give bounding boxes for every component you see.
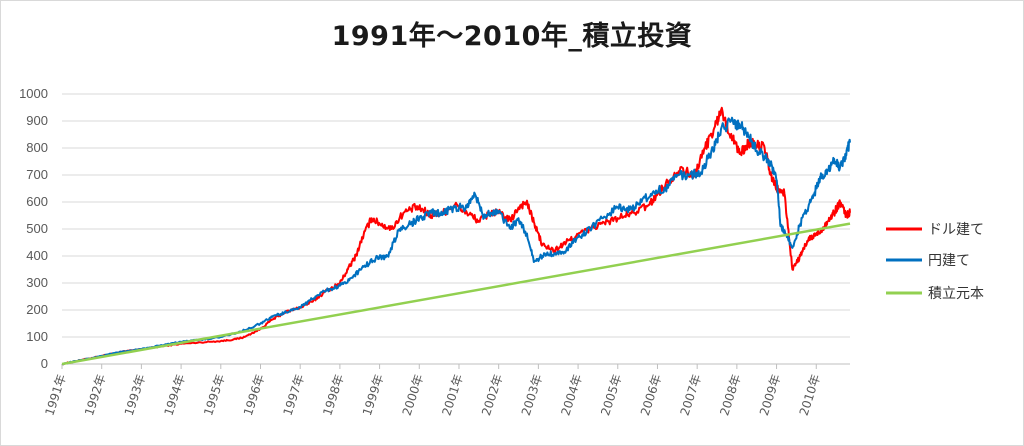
x-tick-label: 2008年 [717,373,743,418]
x-tick-label: 2000年 [400,373,426,418]
y-axis-ticks: 0 100 200 300 400 500 600 700 800 900 1000 [19,86,48,371]
x-tick-label: 2001年 [439,373,465,418]
y-tick-label: 200 [26,302,48,317]
series-line-1 [61,116,851,366]
x-tick-label: 2006年 [638,373,664,418]
series-line-2 [61,222,851,366]
x-tick-label: 1994年 [161,373,187,418]
y-tick-label: 900 [26,113,48,128]
x-tick-label: 2010年 [797,373,823,418]
x-tick-label: 1992年 [82,373,108,418]
x-tick-label: 2009年 [757,373,783,418]
x-tick-label: 2003年 [519,373,545,418]
legend-label-1: 円建て [928,253,970,269]
y-tick-label: 100 [26,329,48,344]
x-tick-label: 1999年 [360,373,386,418]
y-tick-label: 600 [26,194,48,209]
x-tick-label: 1991年 [42,373,68,418]
y-tick-label: 500 [26,221,48,236]
y-tick-label: 400 [26,248,48,263]
x-tick-label: 1998年 [320,373,346,418]
y-tick-label: 800 [26,140,48,155]
x-axis: 1991年 1992年 1993年 1994年 1995年 1996年 1997年 1998年… [42,363,850,418]
series-line-0 [61,106,851,366]
series-layer [61,106,851,366]
x-tick-label: 1995年 [201,373,227,418]
x-tick-label: 1996年 [241,373,267,418]
y-tick-label: 300 [26,275,48,290]
chart-title: 1991年～2010年_積立投資 [331,21,693,52]
y-tick-label: 700 [26,167,48,182]
x-tick-label: 1993年 [122,373,148,418]
x-tick-label: 2004年 [558,373,584,418]
y-tick-label: 1000 [19,86,48,101]
legend-label-0: ドル建て [928,222,984,238]
legend-label-2: 積立元本 [928,286,984,302]
y-tick-label: 0 [41,356,48,371]
x-tick-label: 2007年 [678,373,704,418]
x-tick-label: 2005年 [598,373,624,418]
x-tick-label: 1997年 [281,373,307,418]
x-tick-label: 2002年 [479,373,505,418]
